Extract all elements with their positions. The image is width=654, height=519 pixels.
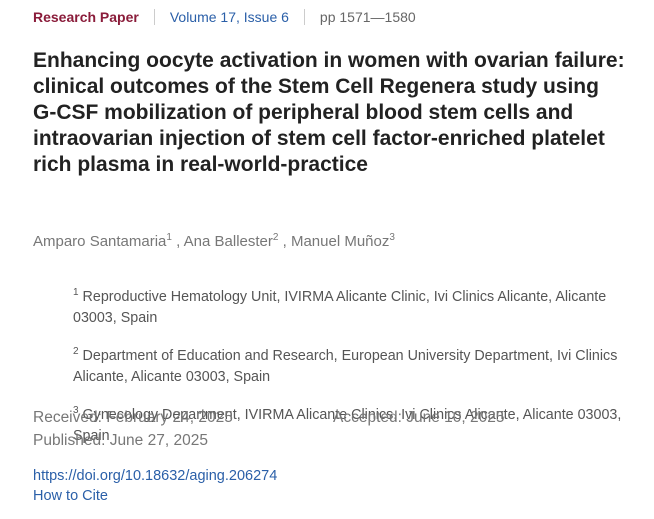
author-name[interactable]: Manuel Muñoz <box>290 233 390 250</box>
article-type: Research Paper <box>33 9 139 25</box>
received-date: Received: February 24, 2025 <box>33 409 233 426</box>
affiliation: 2 Department of Education and Research, … <box>73 342 623 387</box>
pages: pp 1571—1580 <box>319 9 416 25</box>
affiliation: 1 Reproductive Hematology Unit, IVIRMA A… <box>73 283 623 328</box>
author-affiliation: 1 <box>166 232 172 243</box>
affiliation-text: Department of Education and Research, Eu… <box>73 348 618 385</box>
affiliation-number: 3 <box>73 405 79 417</box>
affiliations: 1 Reproductive Hematology Unit, IVIRMA A… <box>73 269 623 460</box>
author-name[interactable]: Amparo Santamaria <box>33 233 167 250</box>
doi-link[interactable]: https://doi.org/10.18632/aging.206274 <box>33 468 278 484</box>
affiliation: 3 Gynecology Department, IVIRMA Alicante… <box>73 401 623 446</box>
author-name[interactable]: Ana Ballester <box>183 233 273 250</box>
author-affiliation: 2 <box>272 232 279 243</box>
header: Research Paper Volume 17, Issue 6 pp 157… <box>33 9 416 25</box>
affiliation-text: Gynecology Department, IVIRMA Alicante C… <box>73 407 622 444</box>
affiliation-text: Reproductive Hematology Unit, IVIRMA Ali… <box>73 289 607 326</box>
author-affiliation: 3 <box>389 232 395 243</box>
separator <box>303 9 305 25</box>
affiliation-number: 1 <box>73 287 79 299</box>
separator <box>153 9 155 25</box>
authors: Amparo Santamaria1 , Ana Ballester2 , Ma… <box>33 232 395 250</box>
accepted-date: Accepted: June 10, 2025 <box>333 409 505 426</box>
volume[interactable]: Volume 17, Issue 6 <box>169 9 289 25</box>
title: Enhancing oocyte activation in women wit… <box>33 49 625 176</box>
author-separator: , <box>176 233 181 250</box>
how-to-cite-link[interactable]: How to Cite <box>33 488 108 504</box>
published-date: Published: June 27, 2025 <box>33 432 208 449</box>
affiliation-number: 2 <box>73 346 79 358</box>
author-separator: , <box>282 233 287 250</box>
